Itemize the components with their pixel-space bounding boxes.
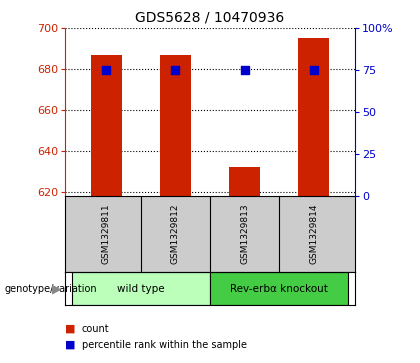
Point xyxy=(172,67,179,73)
Text: GSM1329812: GSM1329812 xyxy=(171,204,180,264)
Text: GSM1329811: GSM1329811 xyxy=(102,204,111,264)
Bar xyxy=(210,272,348,305)
Bar xyxy=(91,55,122,196)
Text: Rev-erbα knockout: Rev-erbα knockout xyxy=(230,284,328,294)
Bar xyxy=(160,55,191,196)
Title: GDS5628 / 10470936: GDS5628 / 10470936 xyxy=(135,10,285,24)
Text: genotype/variation: genotype/variation xyxy=(4,284,97,294)
Bar xyxy=(72,272,210,305)
Bar xyxy=(298,38,329,196)
Point xyxy=(310,67,317,73)
Point xyxy=(103,67,110,73)
Point xyxy=(241,67,248,73)
Text: ▶: ▶ xyxy=(52,282,61,295)
Text: percentile rank within the sample: percentile rank within the sample xyxy=(82,340,247,350)
Text: wild type: wild type xyxy=(117,284,165,294)
Text: GSM1329813: GSM1329813 xyxy=(240,204,249,264)
Text: ■: ■ xyxy=(65,323,76,334)
Text: GSM1329814: GSM1329814 xyxy=(309,204,318,264)
Text: count: count xyxy=(82,323,110,334)
Bar xyxy=(229,167,260,196)
Text: ■: ■ xyxy=(65,340,76,350)
